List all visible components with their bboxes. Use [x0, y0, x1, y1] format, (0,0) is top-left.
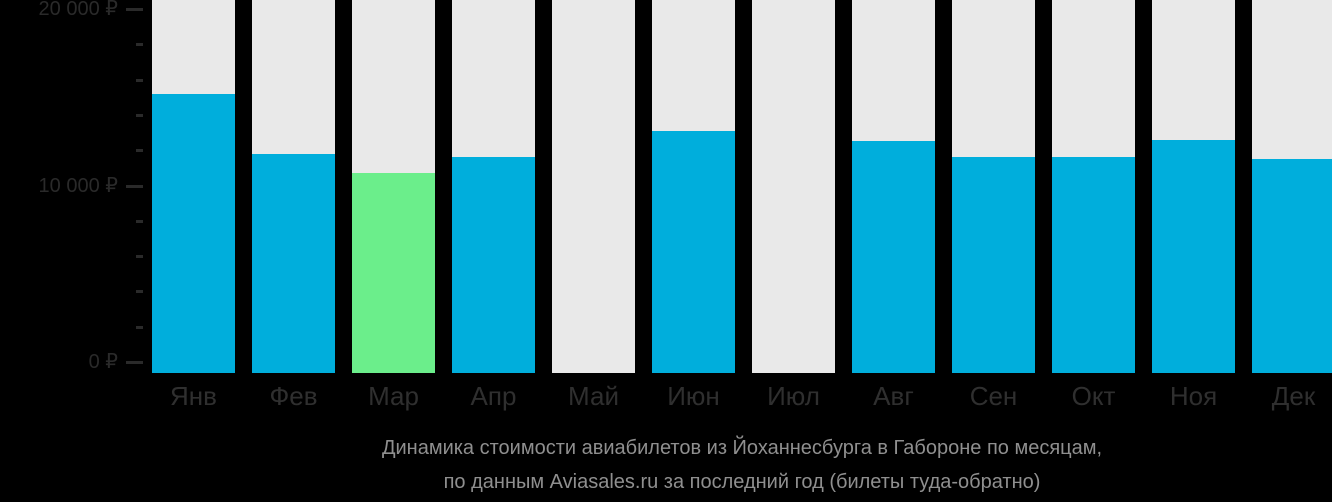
- bar-fill: [452, 157, 535, 373]
- y-axis-major-tick: [126, 8, 143, 11]
- y-axis-label-20000: 20 000 ₽: [38, 0, 118, 20]
- month-label-3: Мар: [368, 381, 419, 411]
- month-label-4: Апр: [470, 381, 517, 411]
- bar-column-8: [852, 0, 935, 373]
- chart-caption-line-1: Динамика стоимости авиабилетов из Йоханн…: [381, 437, 1103, 459]
- bar-column-5: [552, 0, 635, 373]
- month-label-8: Авг: [873, 381, 914, 411]
- y-axis-major-tick: [126, 361, 143, 364]
- bar-column-3: [352, 0, 435, 373]
- chart-caption-line-2: по данным Aviasales.ru за последний год …: [443, 471, 1041, 493]
- bar-column-4: [452, 0, 535, 373]
- bar-fill: [1052, 157, 1135, 373]
- bar-column-7: [752, 0, 835, 373]
- y-axis-minor-tick: [136, 325, 143, 329]
- month-label-5: Май: [568, 381, 619, 411]
- y-axis-minor-tick: [136, 290, 143, 294]
- bar-fill: [1252, 159, 1332, 373]
- chart-caption: Динамика стоимости авиабилетов из Йоханн…: [152, 431, 1332, 499]
- month-label-9: Сен: [969, 381, 1018, 411]
- month-label-10: Окт: [1071, 381, 1116, 411]
- y-axis-minor-tick: [136, 113, 143, 117]
- bar-column-11: [1152, 0, 1235, 373]
- month-label-1: Янв: [170, 381, 217, 411]
- month-label-6: Июн: [667, 381, 720, 411]
- bar-column-1: [152, 0, 235, 373]
- y-axis-minor-tick: [136, 43, 143, 47]
- y-axis-minor-tick: [136, 219, 143, 223]
- month-label-7: Июл: [767, 381, 820, 411]
- bar-column-9: [952, 0, 1035, 373]
- bar-fill: [1152, 140, 1235, 373]
- y-axis-label-0: 0 ₽: [88, 351, 118, 373]
- bar-column-2: [252, 0, 335, 373]
- y-axis-minor-tick: [136, 255, 143, 259]
- month-label-12: Дек: [1271, 381, 1316, 411]
- bar-fill: [852, 141, 935, 373]
- bar-fill: [952, 157, 1035, 373]
- bar-fill: [652, 131, 735, 373]
- month-label-2: Фев: [269, 381, 318, 411]
- bar-fill: [152, 94, 235, 373]
- y-axis-minor-tick: [136, 149, 143, 153]
- y-axis-major-tick: [126, 184, 143, 188]
- y-axis-label-10000: 10 000 ₽: [38, 174, 118, 197]
- bar-fill: [252, 154, 335, 373]
- month-label-11: Ноя: [1169, 381, 1218, 411]
- bar-column-6: [652, 0, 735, 373]
- bar-column-12: [1252, 0, 1332, 373]
- y-axis-minor-tick: [136, 78, 143, 82]
- bar-fill-lowest-price: [352, 173, 435, 373]
- bar-column-10: [1052, 0, 1135, 373]
